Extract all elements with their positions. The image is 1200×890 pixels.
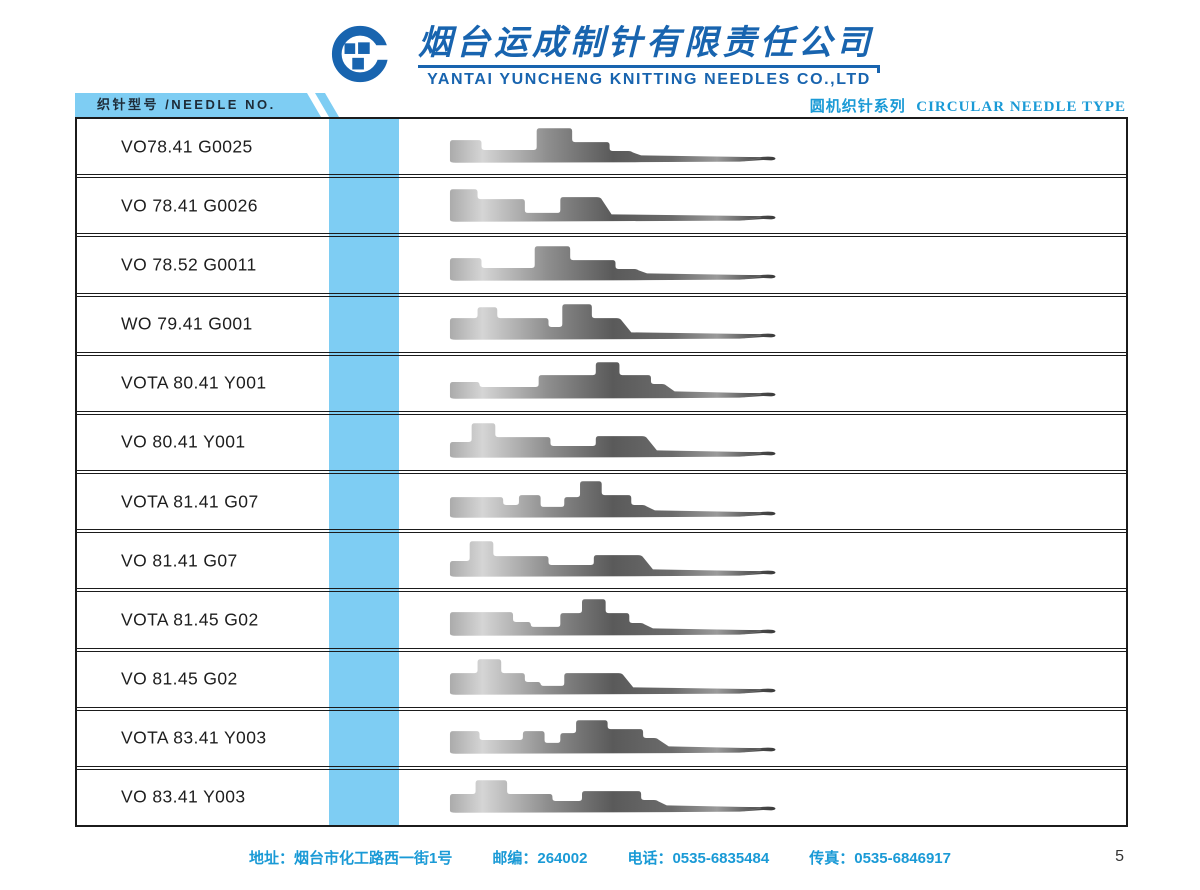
table-row: VOTA 83.41 Y003 xyxy=(77,711,1126,766)
series-title-en: CIRCULAR NEEDLE TYPE xyxy=(916,99,1126,115)
table-row: VOTA 81.41 G07 xyxy=(77,474,1126,529)
needle-model-label: WO 79.41 G001 xyxy=(121,313,253,334)
row-divider xyxy=(77,233,1126,238)
needle-model-label: VOTA 83.41 Y003 xyxy=(121,727,267,748)
row-divider xyxy=(77,647,1126,652)
needle-profile-7-illustration xyxy=(449,480,776,518)
table-row: WO 79.41 G001 xyxy=(77,297,1126,352)
footer-address: 地址：烟台市化工路西一街1号 xyxy=(249,850,453,867)
row-divider xyxy=(77,529,1126,534)
needle-table: VO78.41 G0025 VO 78.41 G0026 VO 78.52 G001… xyxy=(75,117,1128,827)
footer-zip: 邮编：264002 xyxy=(492,850,588,867)
company-logo xyxy=(331,25,392,83)
row-divider xyxy=(77,174,1126,179)
company-underline xyxy=(418,65,880,73)
needle-model-label: VO78.41 G0025 xyxy=(121,136,253,157)
table-row: VOTA 81.45 G02 xyxy=(77,592,1126,647)
series-title-zh: 圆机织针系列 xyxy=(809,98,906,115)
row-divider xyxy=(77,292,1126,297)
needle-model-label: VO 81.45 G02 xyxy=(121,668,238,689)
needle-no-label: 织针型号 /NEEDLE NO. xyxy=(97,97,276,112)
row-divider xyxy=(77,410,1126,415)
needle-profile-6-illustration xyxy=(449,423,776,459)
row-divider xyxy=(77,706,1126,711)
needle-profile-12-illustration xyxy=(449,780,776,814)
row-divider xyxy=(77,470,1126,475)
table-row: VO 80.41 Y001 xyxy=(77,415,1126,470)
needle-no-band: 织针型号 /NEEDLE NO. xyxy=(75,93,345,117)
footer-fax: 传真：0535-6846917 xyxy=(809,850,951,867)
table-row: VO 81.41 G07 xyxy=(77,533,1126,588)
row-divider xyxy=(77,588,1126,593)
needle-model-label: VO 81.41 G07 xyxy=(121,550,238,571)
table-row: VO 81.45 G02 xyxy=(77,652,1126,707)
page-number: 5 xyxy=(1115,848,1124,865)
table-row: VO 83.41 Y003 xyxy=(77,770,1126,825)
needle-rows: VO78.41 G0025 VO 78.41 G0026 VO 78.52 G001… xyxy=(77,119,1126,825)
needle-profile-4-illustration xyxy=(449,304,776,340)
company-name-en: YANTAI YUNCHENG KNITTING NEEDLES CO.,LTD xyxy=(427,71,871,88)
needle-profile-2-illustration xyxy=(449,189,776,222)
needle-profile-10-illustration xyxy=(449,659,776,695)
table-row: VOTA 80.41 Y001 xyxy=(77,356,1126,411)
company-header: 烟台运成制针有限责任公司 YANTAI YUNCHENG KNITTING NE… xyxy=(418,24,880,89)
table-row: VO 78.41 G0026 xyxy=(77,178,1126,233)
needle-model-label: VO 78.52 G0011 xyxy=(121,254,257,275)
needle-profile-1-illustration xyxy=(449,127,776,163)
series-title: 圆机织针系列 CIRCULAR NEEDLE TYPE xyxy=(810,95,1126,116)
needle-profile-5-illustration xyxy=(449,362,776,400)
row-divider xyxy=(77,765,1126,770)
needle-model-label: VO 83.41 Y003 xyxy=(121,786,246,807)
needle-model-label: VO 80.41 Y001 xyxy=(121,431,246,452)
footer-contact: 地址：烟台市化工路西一街1号 邮编：264002 电话：0535-6835484… xyxy=(0,847,1200,868)
needle-model-label: VOTA 81.45 G02 xyxy=(121,609,259,630)
row-divider xyxy=(77,351,1126,356)
needle-model-label: VOTA 80.41 Y001 xyxy=(121,372,267,393)
footer-phone: 电话：0535-6835484 xyxy=(627,850,770,867)
needle-profile-3-illustration xyxy=(449,246,776,281)
needle-profile-9-illustration xyxy=(449,599,776,636)
table-row: VO78.41 G0025 xyxy=(77,119,1126,174)
needle-model-label: VO 78.41 G0026 xyxy=(121,195,258,216)
needle-profile-8-illustration xyxy=(449,541,776,577)
needle-no-band-bar xyxy=(75,93,321,117)
table-row: VO 78.52 G0011 xyxy=(77,237,1126,292)
needle-profile-11-illustration xyxy=(449,720,776,755)
needle-model-label: VOTA 81.41 G07 xyxy=(121,491,259,512)
company-name-zh: 烟台运成制针有限责任公司 xyxy=(418,25,874,62)
